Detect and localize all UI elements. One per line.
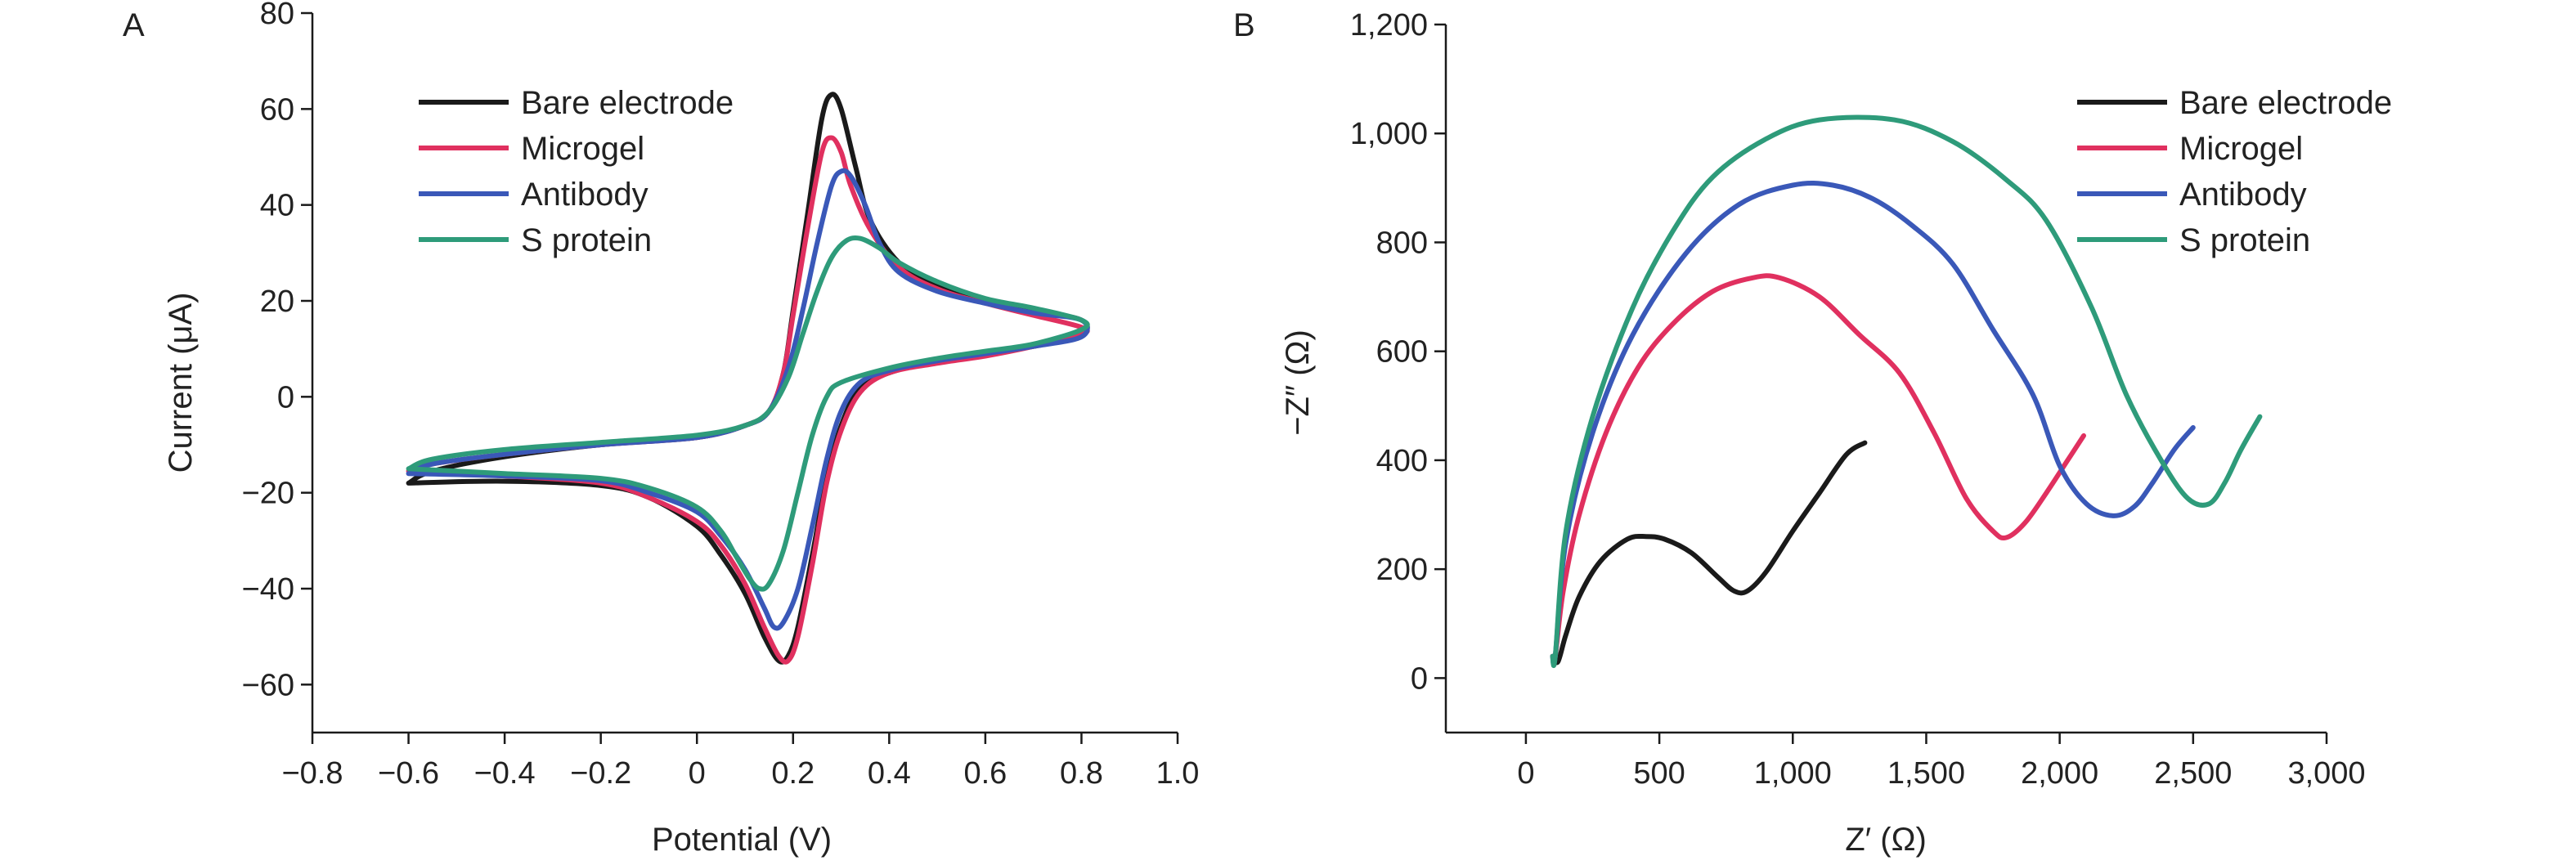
panel-b-y-tick-label: 800	[1376, 226, 1428, 260]
panel-b-x-tick-label: 2,500	[2154, 756, 2232, 791]
panel-b-series-bare-electrode	[1550, 440, 1868, 666]
panel-a-legend-label-bare-electrode: Bare electrode	[521, 85, 734, 121]
panel-b-axes: 0 200 400 600 800 1,000 1,200 0 500 1,000 1,500 2,0…	[1350, 8, 2366, 791]
panel-b-legend-label-bare-electrode: Bare electrode	[2179, 85, 2392, 121]
panel-a-x-tick-label: 1.0	[1156, 756, 1200, 791]
panel-a-y-tick-label: 40	[260, 189, 294, 223]
panel-b-x-tick-label: 2,000	[2021, 756, 2098, 791]
panel-b-legend: Bare electrode Microgel Antibody S protein	[2077, 85, 2392, 258]
panel-a-y-tick-label: 20	[260, 285, 294, 319]
panel-b-legend-label-antibody: Antibody	[2179, 177, 2307, 213]
panel-a-y-tick-label: 0	[277, 380, 294, 415]
panel-b-y-tick-label: 400	[1376, 444, 1428, 478]
panel-b-eis-chart: B 0 200 400 600 800 1,000 1,200 0 500 1,000 1,500 2…	[1233, 7, 2392, 858]
panel-b-y-tick-label: 200	[1376, 553, 1428, 587]
panel-b-series-antibody	[1550, 180, 2196, 667]
panel-b-label: B	[1233, 7, 1255, 43]
panel-a-y-tick-label: −40	[242, 572, 294, 607]
panel-b-x-tick-label: 1,500	[1887, 756, 1965, 791]
panel-a-x-tick-label: 0.8	[1060, 756, 1103, 791]
panel-a-series-microgel	[406, 135, 1090, 665]
panel-a-x-tick-label: −0.8	[281, 756, 343, 791]
panel-a-legend: Bare electrode Microgel Antibody S protein	[419, 85, 734, 258]
panel-b-legend-label-s-protein: S protein	[2179, 222, 2310, 258]
panel-b-series-microgel	[1550, 273, 2086, 664]
panel-b-x-tick-label: 3,000	[2287, 756, 2365, 791]
panel-a-axes: −60 −40 −20 0 20 40 60 80 −0.8 −0.6 −0.4 −0.2 0 0.2 0.…	[242, 0, 1200, 791]
panel-a-x-tick-label: −0.4	[474, 756, 536, 791]
panel-a-legend-label-microgel: Microgel	[521, 131, 644, 167]
panel-a-x-tick-label: −0.6	[378, 756, 439, 791]
panel-b-x-tick-label: 1,000	[1754, 756, 1832, 791]
panel-a-series-antibody	[406, 168, 1090, 631]
panel-a-series-s-protein	[406, 235, 1090, 592]
panel-b-y-axis-title: −Z″ (Ω)	[1280, 329, 1316, 436]
panel-b-series	[1550, 114, 2263, 668]
panel-b-y-tick-label: 1,200	[1350, 8, 1428, 43]
panel-a-x-axis-title: Potential (V)	[652, 822, 832, 858]
panel-a-legend-label-antibody: Antibody	[521, 177, 648, 213]
panel-a-x-tick-label: 0.2	[771, 756, 815, 791]
panel-a-x-tick-label: 0.4	[868, 756, 911, 791]
panel-a-legend-label-s-protein: S protein	[521, 222, 652, 258]
panel-b-x-axis-title: Z′ (Ω)	[1845, 822, 1927, 858]
panel-a-label: A	[123, 7, 145, 43]
panel-a-cv-chart: A −60 −40 −20 0 20 40 60 80 −0.8 −0.6 −0.4 −0.2 0 0.2…	[123, 0, 1199, 858]
panel-a-y-tick-label: 80	[260, 0, 294, 31]
panel-b-y-tick-label: 1,000	[1350, 117, 1428, 151]
panel-a-y-tick-label: 60	[260, 92, 294, 127]
panel-a-x-tick-label: −0.2	[570, 756, 631, 791]
panel-b-y-tick-label: 600	[1376, 335, 1428, 370]
panel-a-series	[406, 92, 1090, 665]
panel-a-y-axis-title: Current (μA)	[163, 293, 199, 473]
panel-a-y-tick-label: −20	[242, 477, 294, 511]
panel-a-y-tick-label: −60	[242, 668, 294, 702]
panel-a-x-tick-label: 0	[689, 756, 706, 791]
panel-b-x-tick-label: 0	[1517, 756, 1534, 791]
panel-b-series-s-protein	[1550, 114, 2263, 668]
panel-b-x-tick-label: 500	[1633, 756, 1685, 791]
panel-b-y-tick-label: 0	[1411, 661, 1428, 696]
panel-a-x-tick-label: 0.6	[963, 756, 1007, 791]
panel-b-legend-label-microgel: Microgel	[2179, 131, 2303, 167]
